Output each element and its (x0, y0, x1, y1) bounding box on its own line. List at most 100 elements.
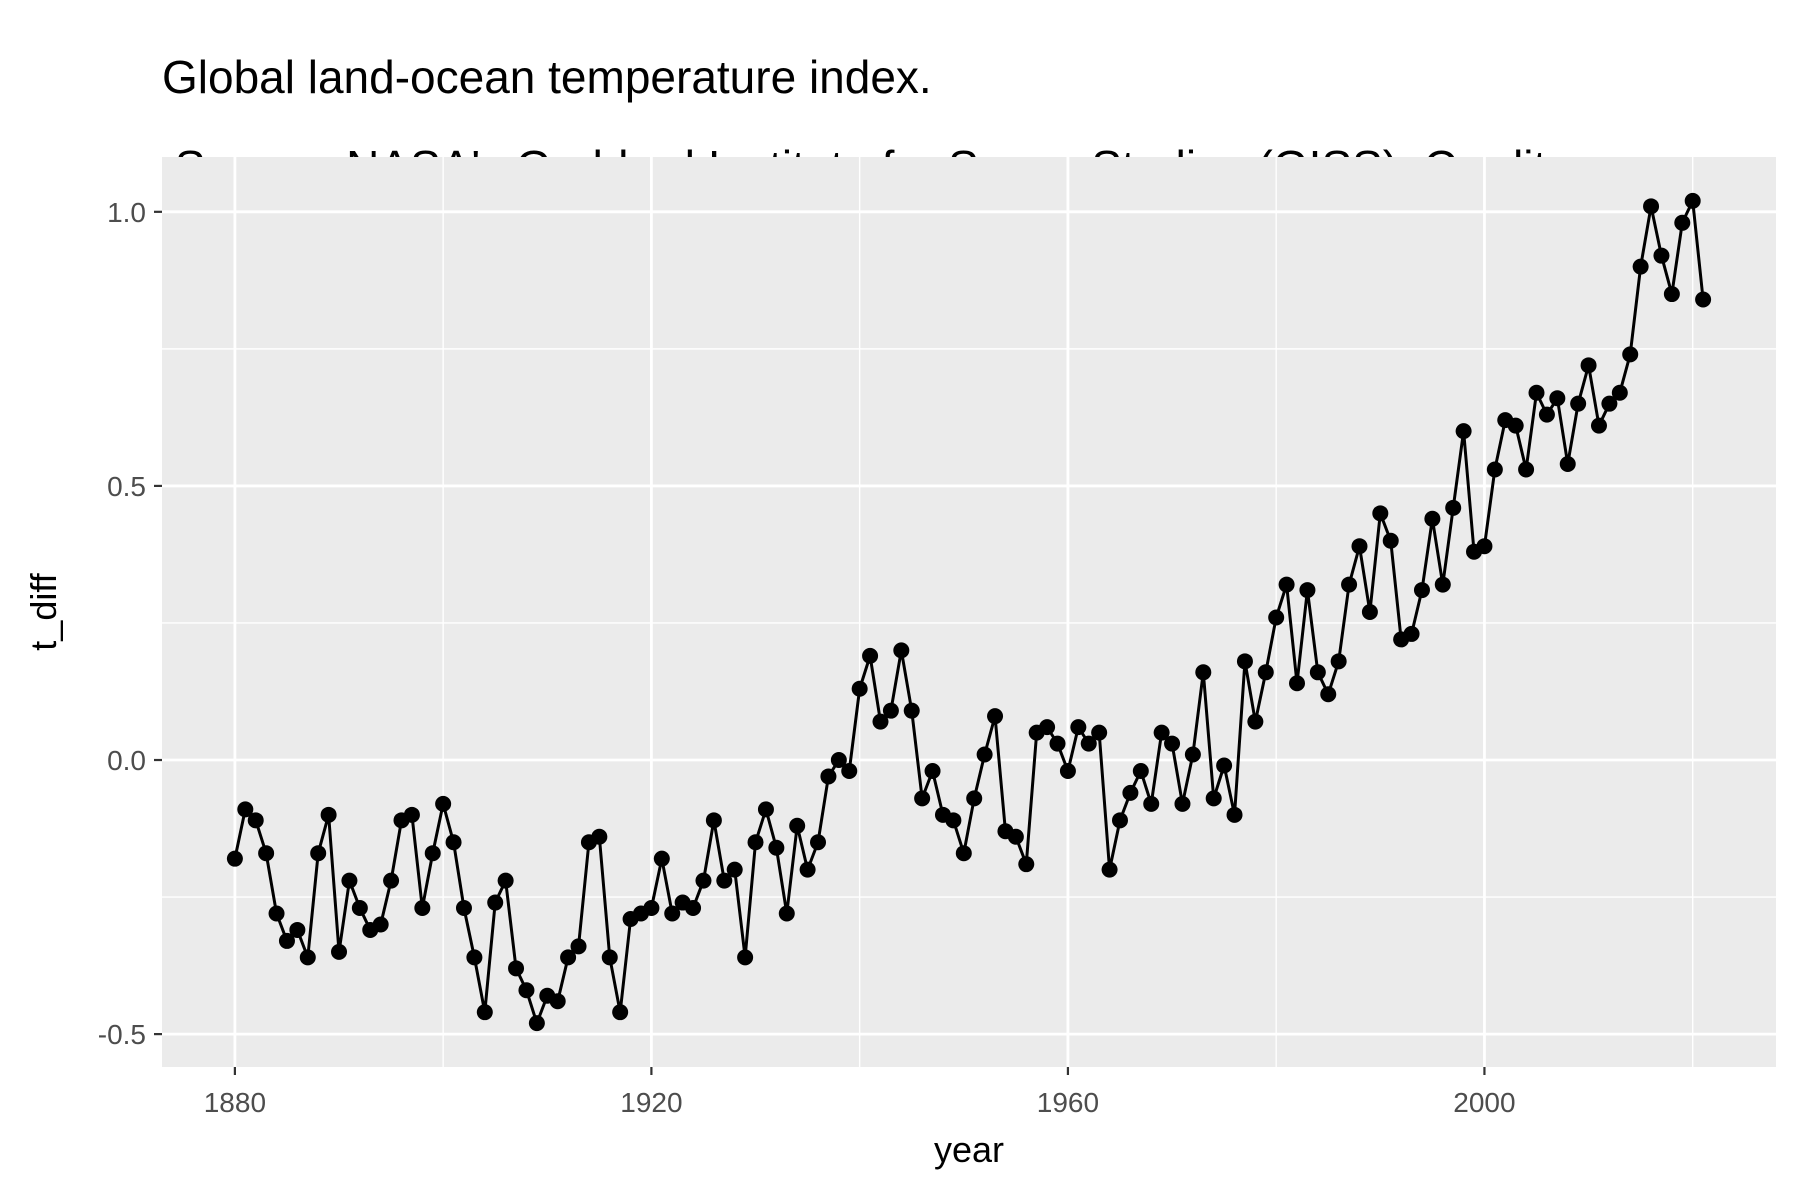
data-point (1091, 724, 1108, 741)
data-point (1257, 664, 1274, 681)
data-point (591, 828, 608, 845)
data-point (1507, 417, 1524, 434)
data-point (497, 872, 514, 889)
data-point (1049, 735, 1066, 752)
data-point (716, 872, 733, 889)
y-tick-label: -0.5 (98, 1019, 146, 1050)
data-point (1403, 625, 1420, 642)
data-point (1184, 746, 1201, 763)
data-point (1351, 538, 1368, 555)
data-point (1111, 812, 1128, 829)
chart-title: Global land-ocean temperature index. (162, 51, 932, 103)
data-point (1445, 499, 1462, 516)
data-point (810, 834, 827, 851)
data-point (1330, 653, 1347, 670)
data-point (1632, 258, 1649, 275)
data-point (237, 801, 254, 818)
data-point (247, 812, 264, 829)
data-point (1653, 247, 1670, 264)
data-point (299, 949, 316, 966)
data-point (872, 713, 889, 730)
data-point (518, 982, 535, 999)
data-point (372, 916, 389, 933)
data-point (435, 795, 452, 812)
data-point (1580, 357, 1597, 374)
data-point (1674, 214, 1691, 231)
data-point (893, 642, 910, 659)
data-point (1643, 198, 1660, 215)
data-point (1236, 653, 1253, 670)
series-line (233, 199, 1705, 1025)
data-point (1538, 406, 1555, 423)
data-point (1361, 604, 1378, 620)
x-tick-label: 1880 (204, 1087, 266, 1118)
data-point (1101, 861, 1118, 878)
data-point (1070, 719, 1087, 736)
data-point (851, 680, 868, 697)
data-point (1018, 856, 1035, 873)
data-point (799, 861, 816, 878)
data-point (1007, 828, 1024, 845)
data-point (1289, 675, 1306, 692)
data-point (601, 949, 618, 966)
data-point (1299, 582, 1316, 599)
data-point (1372, 505, 1389, 522)
data-point (737, 949, 754, 966)
data-point (1226, 806, 1243, 823)
data-point (487, 894, 504, 911)
data-point (1559, 455, 1576, 472)
x-tick-label: 1960 (1037, 1087, 1099, 1118)
data-point (570, 938, 587, 955)
data-point (403, 806, 420, 823)
data-point (1486, 461, 1503, 478)
data-point (341, 872, 358, 889)
data-point (310, 845, 327, 862)
data-point (966, 790, 983, 807)
data-point (1268, 609, 1285, 626)
data-point (226, 850, 243, 867)
data-point (820, 768, 837, 785)
data-point (1174, 795, 1191, 812)
y-axis-tick-labels: -0.5 0.0 0.5 1.0 (98, 197, 146, 1050)
data-point (924, 762, 941, 779)
data-point (1205, 790, 1222, 807)
data-point (1320, 686, 1337, 703)
x-tick-label: 2000 (1453, 1087, 1515, 1118)
data-point (1143, 795, 1160, 812)
data-point (685, 900, 702, 917)
data-point (726, 861, 743, 878)
data-point (945, 812, 962, 829)
data-point (289, 921, 306, 938)
data-point (351, 900, 368, 917)
data-point (1570, 395, 1587, 412)
series-t-diff (226, 192, 1712, 1032)
data-point (1528, 384, 1545, 401)
data-point (1216, 757, 1233, 774)
data-point (1695, 291, 1712, 308)
data-point (268, 905, 285, 922)
data-point (1549, 390, 1566, 407)
data-point (1278, 576, 1295, 593)
data-point (1601, 395, 1618, 412)
data-point (643, 900, 660, 917)
data-point (1424, 510, 1441, 527)
data-point (653, 850, 670, 867)
data-point (1518, 461, 1535, 478)
data-point (612, 1004, 629, 1021)
x-tick-label: 1920 (620, 1087, 682, 1118)
data-point (1663, 286, 1680, 303)
data-point (1122, 784, 1139, 801)
data-point (768, 839, 785, 856)
data-point (757, 801, 774, 818)
data-point (383, 872, 400, 889)
major-gridlines (162, 157, 1776, 1067)
data-point (1153, 724, 1170, 741)
data-point (664, 905, 681, 922)
data-point (1080, 735, 1097, 752)
data-point (1611, 384, 1628, 401)
data-point (955, 845, 972, 862)
data-point (1413, 582, 1430, 599)
data-point (424, 845, 441, 862)
data-point (1164, 735, 1181, 752)
data-point (1434, 576, 1451, 593)
